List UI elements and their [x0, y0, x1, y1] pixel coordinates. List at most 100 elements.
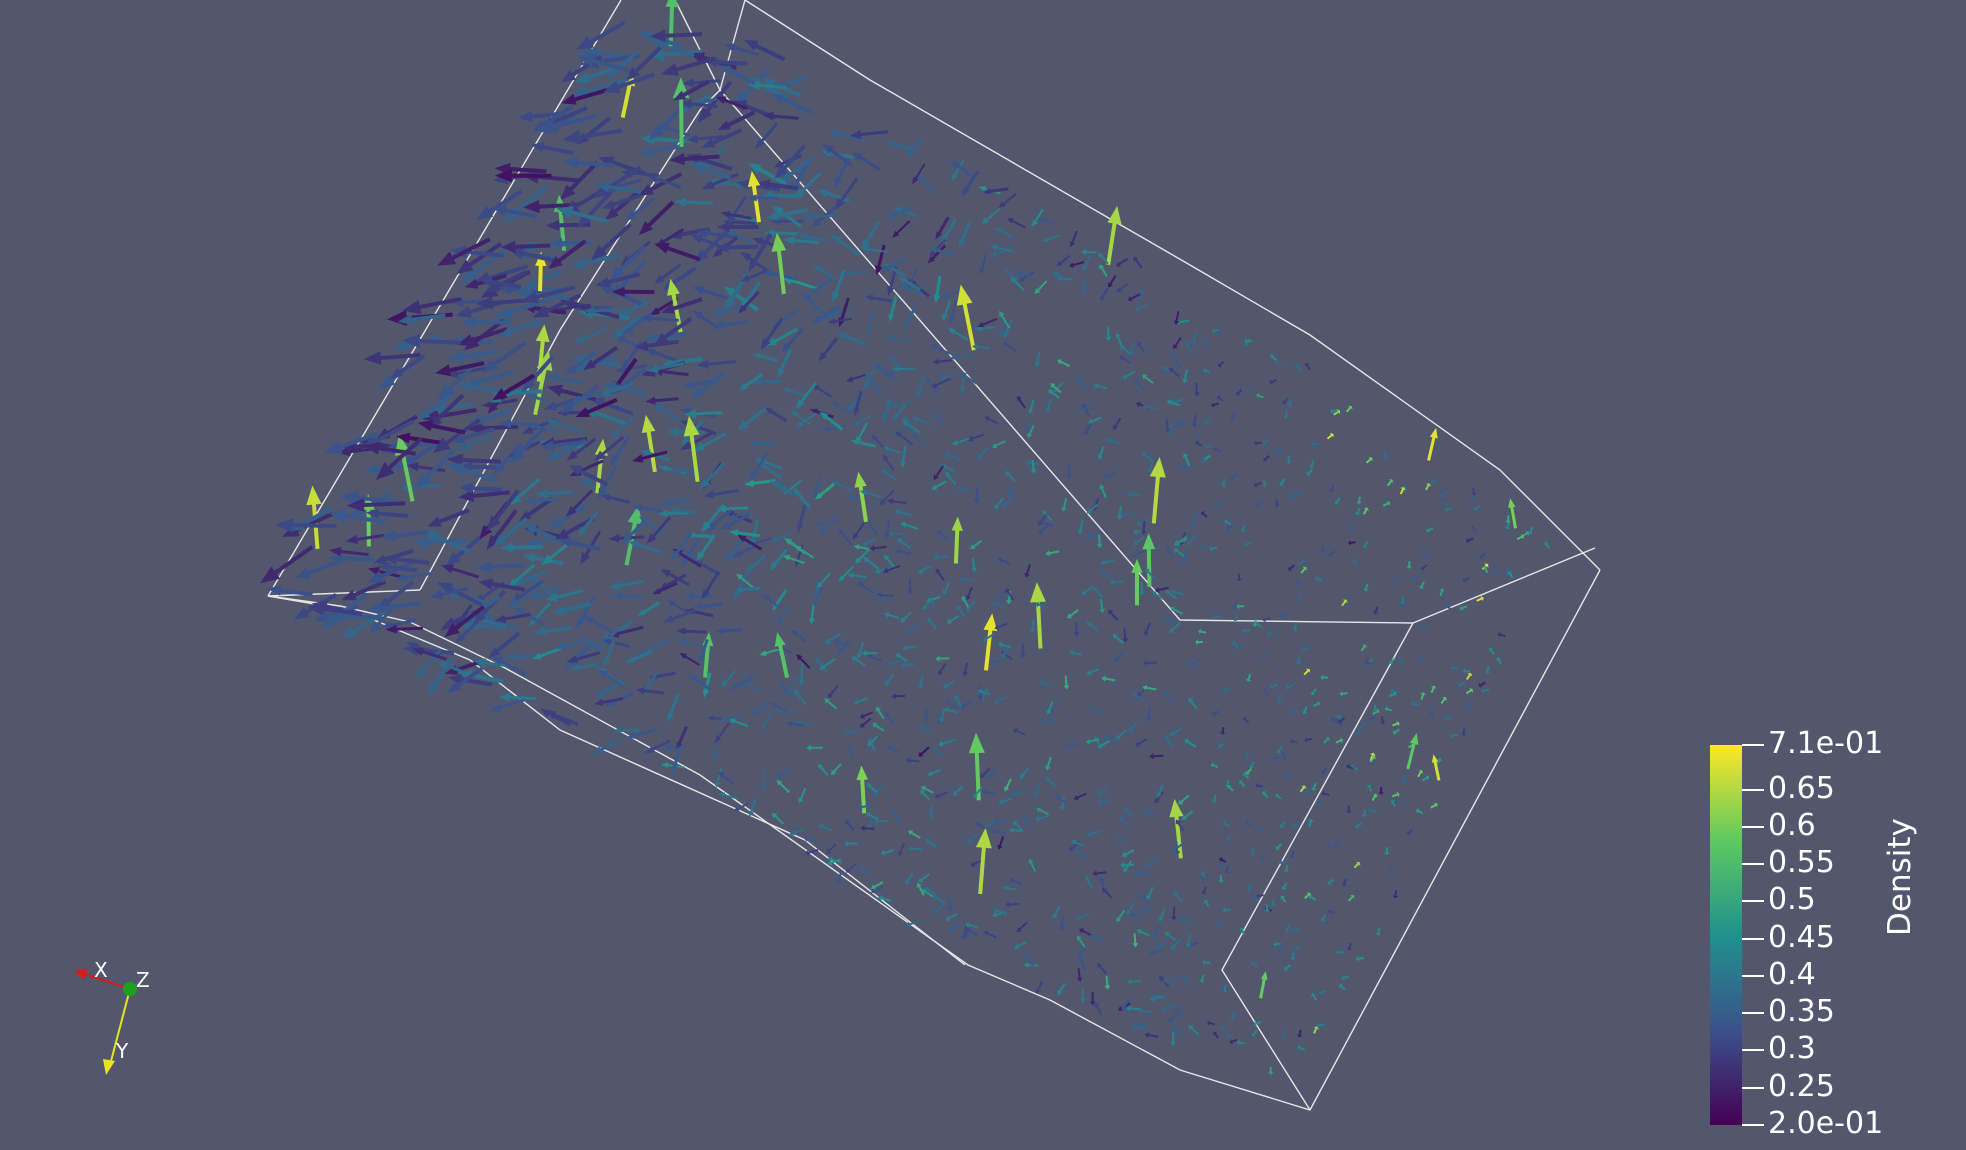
vector-glyph-shaft [1141, 908, 1153, 912]
vector-glyph-shaft [1100, 254, 1109, 265]
vector-glyph-shaft [1079, 912, 1090, 919]
vector-glyph-head [1399, 601, 1406, 605]
vector-glyph-head [615, 365, 626, 374]
vector-glyph-head [845, 867, 851, 873]
x-axis-line [81, 972, 131, 990]
vector-glyph-shaft [939, 662, 947, 673]
vector-glyph-shaft [823, 517, 838, 531]
domain-outline-edge [1221, 622, 1414, 1111]
vector-glyph-shaft [479, 407, 512, 423]
vector-glyph-shaft [1247, 673, 1251, 680]
vector-glyph-head [1356, 501, 1363, 505]
vector-glyph-head [562, 130, 582, 145]
vector-glyph-shaft [815, 580, 819, 597]
vector-glyph-head [715, 96, 727, 105]
vector-glyph-shaft [700, 638, 709, 658]
vector-glyph-head [906, 150, 914, 158]
vector-glyph-head [1280, 1033, 1287, 1037]
vector-glyph-head [1204, 443, 1207, 450]
color-legend-label: 0.65 [1768, 770, 1835, 806]
vector-glyph-head [314, 611, 330, 622]
vector-glyph-shaft [598, 738, 622, 752]
vector-glyph-head [464, 278, 479, 289]
vector-glyph-head [1320, 770, 1326, 775]
vector-glyph-head [535, 119, 556, 134]
vector-glyph-head [595, 181, 610, 193]
vector-glyph-head [1431, 754, 1439, 763]
vector-glyph-shaft [1472, 526, 1478, 533]
vector-glyph-head [1045, 550, 1051, 557]
vector-glyph-head [967, 435, 974, 442]
vector-glyph-head [274, 518, 294, 533]
vector-glyph-head [1288, 493, 1294, 498]
vector-glyph-head [994, 624, 1000, 630]
vector-glyph-head [1128, 728, 1134, 734]
vector-glyph-head [1466, 537, 1470, 544]
vector-glyph-head [1389, 659, 1394, 665]
vector-glyph-shaft [1201, 512, 1208, 518]
vector-glyph-head [467, 422, 484, 435]
vector-glyph-head [522, 524, 538, 535]
vector-glyph-head [997, 557, 1003, 563]
vector-glyph-shaft [757, 83, 787, 90]
vector-glyph-shaft [1252, 962, 1258, 969]
vector-glyph-head [446, 681, 461, 694]
vector-glyph-head [1328, 489, 1335, 493]
vector-glyph-head [1260, 971, 1268, 980]
vector-glyph-shaft [752, 233, 773, 264]
vector-glyph-head [812, 315, 823, 324]
vector-glyph-shaft [1062, 497, 1068, 509]
vector-glyph-head [854, 471, 867, 488]
vector-glyph-shaft [614, 357, 638, 388]
vector-glyph-head [1123, 867, 1129, 873]
vector-glyph-shaft [1106, 220, 1117, 266]
vector-glyph-shaft [731, 45, 759, 57]
vector-glyph-head [1019, 653, 1026, 658]
vector-glyph-head [369, 622, 381, 635]
vector-glyph-head [1288, 566, 1293, 571]
vector-glyph-head [968, 732, 985, 754]
vector-glyph-shaft [1169, 400, 1181, 407]
vector-glyph-shaft [894, 404, 907, 418]
vector-glyph-shaft [1236, 388, 1243, 395]
vector-glyph-shaft [1036, 351, 1041, 364]
vector-glyph-shaft [693, 677, 713, 692]
vector-glyph-head [535, 324, 550, 343]
vector-glyph-shaft [689, 431, 700, 482]
vector-glyph-head [1375, 932, 1382, 936]
vector-glyph-shaft [683, 200, 713, 205]
vector-glyph-shaft [1289, 564, 1295, 570]
vector-glyph-shaft [1129, 1007, 1140, 1011]
vector-glyph-shaft [968, 833, 978, 842]
vector-glyph-shaft [1004, 497, 1014, 506]
vector-glyph-shaft [1023, 819, 1033, 829]
vector-glyph-shaft [985, 819, 995, 829]
vector-glyph-shaft [1263, 479, 1266, 485]
vector-glyph-head [776, 779, 783, 786]
vector-glyph-shaft [922, 726, 933, 734]
vector-glyph-head [1034, 361, 1041, 368]
vector-glyph-shaft [985, 207, 1001, 222]
vector-glyph-head [1126, 1005, 1131, 1012]
vector-glyph-head [1100, 559, 1106, 566]
vector-glyph-shaft [654, 176, 682, 189]
vector-glyph-head [602, 638, 612, 645]
vector-glyph-shaft [1227, 834, 1234, 840]
vector-glyph-head [697, 106, 713, 123]
vector-glyph-head [1082, 264, 1088, 271]
vector-glyph-head [365, 601, 383, 615]
vector-glyph-head [1038, 528, 1044, 534]
vector-glyph-shaft [1013, 279, 1025, 291]
vector-glyph-shaft [1129, 721, 1138, 732]
vector-glyph-head [882, 454, 889, 461]
color-legend[interactable]: 7.1e-01 0.65 0.6 0.55 0.5 0.45 0.4 0.35 0.3 0.25 2… [1710, 729, 1883, 1139]
vector-glyph-head [575, 72, 591, 83]
vector-glyph-shaft [1335, 497, 1341, 504]
vector-glyph-head [702, 632, 714, 647]
vector-glyph-head [514, 607, 526, 617]
vector-glyph-shaft [450, 566, 480, 579]
vector-glyph-shaft [1231, 474, 1238, 479]
vector-glyph-shaft [517, 579, 544, 599]
vector-glyph-head [905, 757, 911, 764]
